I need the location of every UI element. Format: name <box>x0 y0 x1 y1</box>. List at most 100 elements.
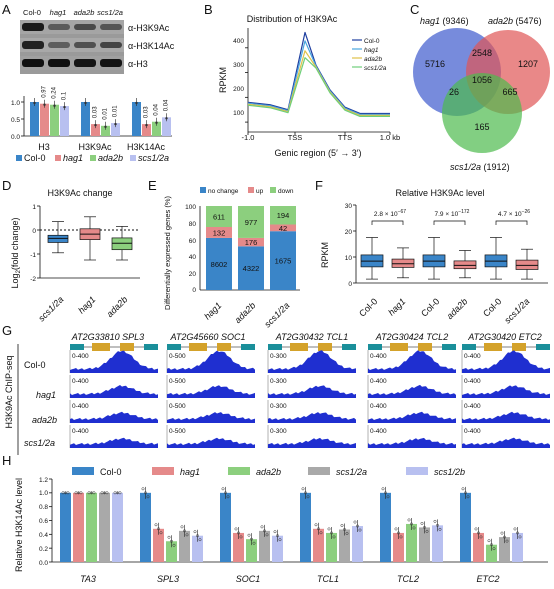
panel-label-g: G <box>2 323 12 338</box>
a-ytick-1: 0.5 <box>11 117 20 124</box>
a-legend-ada2b: ada2b <box>98 153 123 163</box>
g-exon <box>189 343 207 351</box>
c-region-ada2b-scs: 665 <box>502 87 517 97</box>
d-ytick-0: 0 <box>32 228 36 235</box>
a-legend-scs12a: scs1/2a <box>138 153 169 163</box>
h-legend-hag1: hag1 <box>180 467 200 477</box>
g-coverage <box>167 350 255 373</box>
h-gene-ta3: TA3 <box>80 574 96 584</box>
h-dot <box>183 529 186 533</box>
a-dot <box>84 101 87 105</box>
h-ytick-02: 0.2 <box>39 546 48 553</box>
h-dot <box>436 523 439 527</box>
g-track-scale: 0-300 <box>270 428 287 435</box>
h-dot <box>180 525 184 529</box>
b-ytick-400: 400 <box>233 38 244 45</box>
e-ytick-80: 80 <box>189 221 197 228</box>
h-dot <box>273 530 277 534</box>
blot-sample-scs12a: scs1/2a <box>97 8 123 17</box>
western-blot <box>20 20 124 74</box>
h-dot <box>317 527 320 531</box>
h-dot <box>144 491 147 495</box>
g-track-scale: 0-400 <box>370 403 387 410</box>
h-dot <box>239 535 243 539</box>
panel-a-bar-chart: 0.97 0.24 0.1 0.03 0.01 0.01 0.03 0.04 0.04 <box>21 85 172 137</box>
a-dot <box>53 104 56 107</box>
b-series-line <box>247 50 390 117</box>
g-track-scale: 0-400 <box>72 353 89 360</box>
a-bar <box>30 102 39 136</box>
f-sig-bracket <box>371 220 404 225</box>
a-pvalue: 0.04 <box>164 99 170 111</box>
g-ylabel: H3K9Ac ChIP-seq <box>4 355 14 428</box>
a-ytick-0: 0.0 <box>11 134 20 141</box>
e-bar-label: 176 <box>245 238 258 247</box>
e-bar-seg <box>270 206 296 225</box>
h-dot <box>118 491 122 495</box>
c-region-hag1-scs: 26 <box>449 87 459 97</box>
panel-d: H3K9Ac change Log2(fold change) 1 0 -1 -… <box>10 188 140 323</box>
a-ytick-2: 1.0 <box>11 100 20 107</box>
e-ytick-60: 60 <box>189 238 197 245</box>
e-bar-seg <box>270 231 296 290</box>
f-group-col0-1: Col-0 <box>357 296 379 318</box>
g-row-col0: Col-0 <box>24 360 46 370</box>
f-group-col0-3: Col-0 <box>481 296 503 318</box>
h-dot <box>466 495 470 499</box>
h-bar <box>220 492 231 562</box>
g-coverage <box>70 411 158 423</box>
a-bar <box>142 124 151 136</box>
h-gene-soc1: SOC1 <box>236 574 261 584</box>
a-bar <box>111 123 120 136</box>
h-dot <box>198 538 202 542</box>
e-bar-label: 42 <box>279 224 287 233</box>
h-dot <box>356 524 359 528</box>
g-track-scale: 0-400 <box>464 403 481 410</box>
h-dot <box>327 527 331 531</box>
f-sig-bracket <box>495 220 528 225</box>
g-coverage <box>368 384 456 398</box>
g-row-hag1: hag1 <box>36 390 56 400</box>
panel-label-a: A <box>2 2 11 17</box>
h-bar <box>406 523 417 562</box>
g-coverage <box>462 350 550 373</box>
g-track-scale: 0-400 <box>370 353 387 360</box>
h-dot <box>461 487 465 491</box>
blot-sample-ada2b: ada2b <box>74 8 95 17</box>
a-bar <box>60 106 69 136</box>
e-ylabel: Differentially expressed genes (%) <box>163 195 172 310</box>
b-series-line <box>247 57 390 117</box>
h-bar <box>73 492 84 562</box>
g-coverage <box>268 412 356 423</box>
d-ytick-1: 1 <box>32 204 36 211</box>
h-dot <box>397 531 400 535</box>
h-dot <box>196 534 199 538</box>
h-dot <box>505 539 509 543</box>
e-bar-label: 8602 <box>211 260 228 269</box>
h-dot <box>340 524 344 527</box>
g-exon <box>512 343 526 351</box>
f-sig-bracket <box>433 220 466 225</box>
h-bar <box>352 526 363 562</box>
a-bar <box>50 104 59 136</box>
h-dot <box>433 519 437 523</box>
h-dot <box>263 529 266 533</box>
h-bar <box>272 535 283 562</box>
panel-a: Col-0 hag1 ada2b scs1/2a α-H3K9Ac α-H3K1… <box>11 8 175 163</box>
h-dot <box>278 538 282 542</box>
h-dot <box>513 527 517 531</box>
g-exon <box>390 343 408 351</box>
h-bar <box>313 528 324 562</box>
panel-b-line-chart <box>245 28 391 135</box>
h-dot <box>319 531 323 535</box>
c-region-all: 1056 <box>472 75 492 85</box>
e-bar-seg <box>238 206 264 238</box>
e-bar-label: 194 <box>277 211 290 220</box>
a-pvalue: 0.03 <box>93 106 99 118</box>
panel-h-bar-chart <box>49 478 548 563</box>
h-dot <box>252 541 256 545</box>
h-dot <box>92 491 96 495</box>
h-ytick-04: 0.4 <box>39 532 48 539</box>
h-dot <box>381 487 385 491</box>
e-ytick-0: 0 <box>192 287 196 294</box>
